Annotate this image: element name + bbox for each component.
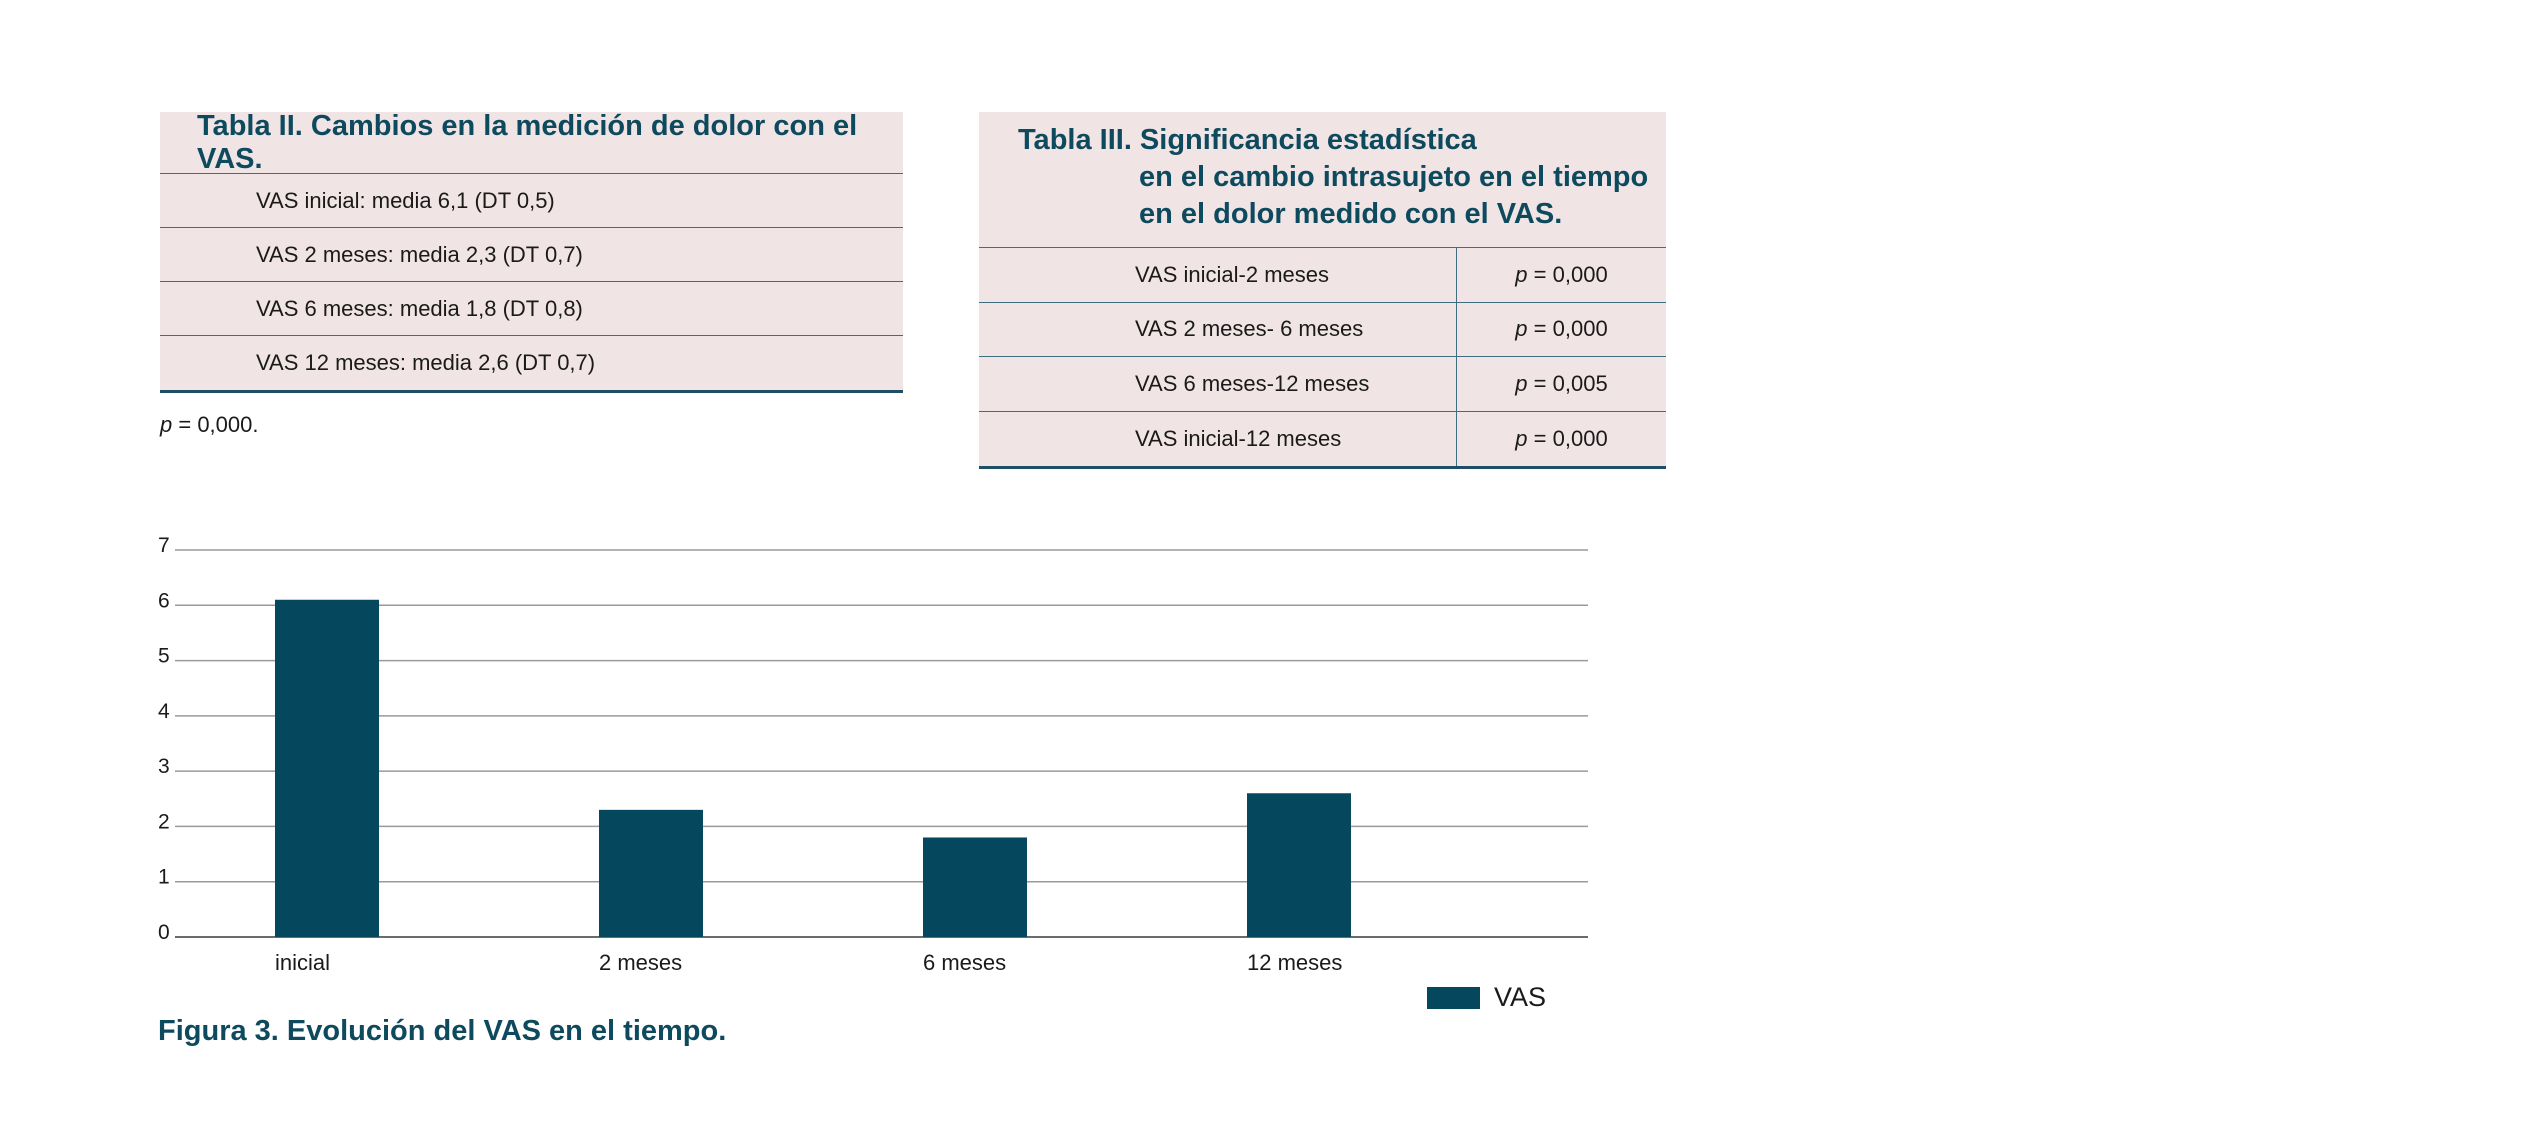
bar bbox=[1247, 793, 1351, 937]
table-row: VAS 6 meses-12 meses p = 0,005 bbox=[979, 357, 1666, 412]
comparison-label: VAS 2 meses- 6 meses bbox=[979, 302, 1457, 356]
comparison-label: VAS 6 meses-12 meses bbox=[979, 357, 1457, 411]
p-value-number: = 0,000 bbox=[1527, 261, 1608, 287]
x-tick-label: 6 meses bbox=[923, 950, 1006, 975]
y-tick-label: 7 bbox=[158, 534, 170, 557]
bar bbox=[275, 599, 379, 937]
bar bbox=[599, 809, 703, 937]
table-row: VAS inicial-12 meses p = 0,000 bbox=[979, 411, 1666, 466]
y-tick-label: 4 bbox=[158, 700, 170, 723]
comparison-label: VAS inicial-2 meses bbox=[979, 248, 1457, 302]
comparison-label: VAS inicial-12 meses bbox=[979, 411, 1457, 466]
table-row: VAS inicial-2 meses p = 0,000 bbox=[979, 248, 1666, 303]
p-value: p = 0,005 bbox=[1457, 371, 1666, 397]
figure-caption: Figura 3. Evolución del VAS en el tiempo… bbox=[158, 1015, 727, 1047]
table-iii-title: Tabla III. Significancia estadística en … bbox=[979, 112, 1666, 248]
table-ii-footnote: p = 0,000. bbox=[160, 412, 259, 438]
x-tick-label: inicial bbox=[275, 950, 330, 975]
y-tick-label: 6 bbox=[158, 589, 170, 612]
legend-label: VAS bbox=[1494, 982, 1546, 1012]
table-iii-title-line1: Tabla III. Significancia estadística bbox=[1018, 124, 1477, 156]
table-ii-title: Tabla II. Cambios en la medición de dolo… bbox=[160, 110, 903, 175]
bar bbox=[923, 837, 1027, 937]
table-iii: Tabla III. Significancia estadística en … bbox=[979, 112, 1666, 469]
table-ii: Tabla II. Cambios en la medición de dolo… bbox=[160, 110, 903, 393]
y-tick-label: 0 bbox=[158, 921, 170, 944]
p-value-number: = 0,000 bbox=[1527, 425, 1608, 451]
table-row: VAS 6 meses: media 1,8 (DT 0,8) bbox=[160, 282, 903, 336]
p-value-number: = 0,005 bbox=[1527, 370, 1608, 396]
y-tick-label: 1 bbox=[158, 866, 170, 889]
p-value: p = 0,000 bbox=[1457, 426, 1666, 452]
footnote-value: = 0,000. bbox=[172, 412, 259, 437]
table-row: VAS 2 meses- 6 meses p = 0,000 bbox=[979, 302, 1666, 357]
p-symbol: p bbox=[1515, 370, 1528, 396]
table-iii-title-line3: en el dolor medido con el VAS. bbox=[1139, 198, 1563, 230]
table-row: VAS 12 meses: media 2,6 (DT 0,7) bbox=[256, 350, 596, 375]
y-tick-label: 2 bbox=[158, 810, 170, 833]
p-symbol: p bbox=[1515, 316, 1528, 342]
x-tick-label: 12 meses bbox=[1247, 950, 1342, 975]
legend-swatch bbox=[1427, 987, 1480, 1009]
table-row: VAS 2 meses: media 2,3 (DT 0,7) bbox=[160, 228, 903, 282]
p-symbol: p bbox=[1515, 425, 1528, 451]
p-symbol: p bbox=[160, 412, 173, 437]
table-iii-title-line2: en el cambio intrasujeto en el tiempo bbox=[1139, 161, 1649, 193]
table-row: VAS inicial: media 6,1 (DT 0,5) bbox=[160, 174, 903, 228]
p-value-number: = 0,000 bbox=[1527, 316, 1608, 342]
p-symbol: p bbox=[1515, 261, 1528, 287]
y-tick-label: 3 bbox=[158, 755, 170, 778]
x-tick-label: 2 meses bbox=[599, 950, 682, 975]
y-tick-label: 5 bbox=[158, 645, 170, 668]
p-value: p = 0,000 bbox=[1457, 316, 1666, 342]
p-value: p = 0,000 bbox=[1457, 262, 1666, 288]
